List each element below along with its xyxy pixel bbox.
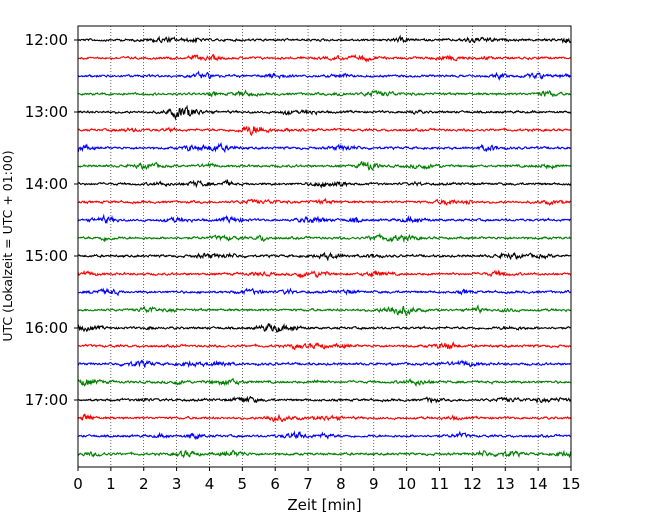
- x-tick-label: 6: [270, 475, 280, 493]
- trace-1730: [77, 430, 572, 441]
- trace-1630: [77, 359, 572, 369]
- trace-1545: [77, 304, 572, 317]
- x-axis: 0 1 2 3 4 5 6 7 8 9 10 11 12 13 14 15: [73, 467, 581, 493]
- x-tick-label: 15: [561, 475, 580, 493]
- x-tick-label: 5: [238, 475, 248, 493]
- y-tick-label: 14:00: [25, 175, 68, 193]
- x-tick-label: 2: [139, 475, 149, 493]
- y-tick-label: 12:00: [25, 31, 68, 49]
- x-tick-label: 0: [73, 475, 83, 493]
- trace-1215: [77, 53, 572, 63]
- y-axis: 12:00 13:00 14:00 15:00 16:00 17:00: [25, 31, 78, 409]
- trace-1315: [77, 125, 572, 137]
- trace-1515: [77, 269, 572, 279]
- trace-1645: [77, 377, 572, 387]
- trace-1500: [77, 251, 572, 262]
- x-tick-label: 13: [496, 475, 515, 493]
- x-tick-label: 3: [172, 475, 182, 493]
- trace-1700: [77, 395, 572, 404]
- trace-1345: [77, 160, 572, 171]
- plot-frame: [77, 25, 572, 468]
- x-tick-label: 8: [336, 475, 346, 493]
- x-tick-label: 9: [369, 475, 379, 493]
- x-tick-label: 10: [397, 475, 416, 493]
- x-tick-label: 4: [205, 475, 215, 493]
- trace-1200: [77, 34, 572, 44]
- trace-1745: [77, 449, 572, 459]
- y-tick-label: 17:00: [25, 391, 68, 409]
- trace-1415: [77, 197, 572, 207]
- trace-1330: [77, 141, 572, 154]
- x-tick-label: 14: [529, 475, 548, 493]
- trace-1530: [77, 287, 572, 297]
- x-tick-label: 7: [303, 475, 313, 493]
- trace-1430: [77, 213, 572, 225]
- y-axis-label: UTC (Lokalzeit = UTC + 01:00): [0, 150, 15, 341]
- x-tick-label: 1: [106, 475, 116, 493]
- traces: [77, 34, 572, 459]
- trace-1300: [77, 104, 572, 121]
- trace-1615: [77, 340, 572, 350]
- x-tick-label: 11: [430, 475, 449, 493]
- x-axis-label: Zeit [min]: [287, 496, 361, 514]
- y-tick-label: 13:00: [25, 103, 68, 121]
- y-tick-label: 16:00: [25, 319, 68, 337]
- trace-1400: [77, 178, 572, 189]
- trace-1445: [77, 232, 572, 244]
- y-tick-label: 15:00: [25, 247, 68, 265]
- trace-1245: [77, 89, 572, 98]
- x-tick-label: 12: [463, 475, 482, 493]
- trace-1600: [77, 322, 572, 333]
- trace-1230: [77, 70, 572, 81]
- trace-1715: [77, 413, 572, 423]
